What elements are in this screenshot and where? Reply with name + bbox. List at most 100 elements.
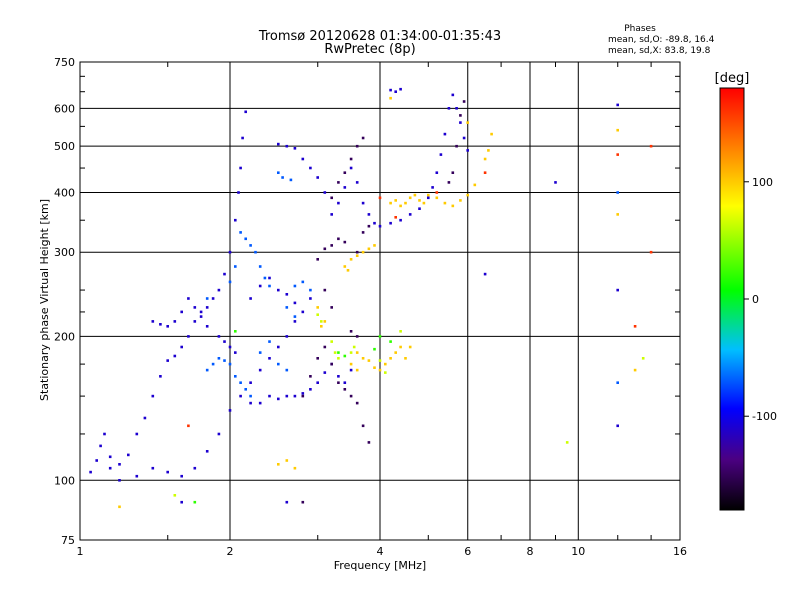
data-point [413,193,417,197]
data-point [254,250,257,254]
data-point [159,323,162,326]
data-point [439,153,443,156]
data-point [199,315,203,318]
data-point [435,191,439,194]
data-point [616,153,619,156]
colorbar-tick-label: 100 [752,176,773,189]
data-point [180,345,183,349]
data-point [228,409,232,412]
chart-title: Tromsø 20120628 01:34:00-01:35:43 [258,29,501,44]
y-axis-label: Stationary phase Virtual Height [km] [38,199,51,401]
data-point [89,470,92,474]
data-point [378,335,382,338]
data-point [316,357,319,360]
data-point [293,147,297,150]
data-point [389,96,392,100]
data-point [418,207,421,210]
data-point [199,310,203,314]
data-point [166,359,169,362]
data-point [159,375,162,378]
data-point [217,357,221,360]
data-point [649,250,653,254]
data-point [431,186,434,189]
data-point [466,149,469,152]
data-point [293,301,297,305]
data-point [633,368,637,372]
data-point [435,171,439,174]
data-point [330,362,333,366]
data-point [451,171,455,174]
data-point [143,416,147,420]
data-point [389,88,392,92]
data-point [301,280,305,284]
data-point [451,204,455,208]
y-tick-label: 200 [54,330,75,343]
data-point [268,357,271,360]
data-point [249,401,252,405]
data-point [103,432,106,436]
data-point [483,272,487,276]
data-point [228,345,232,349]
colorbar-tick-label: -100 [752,410,777,423]
data-point [277,362,280,366]
data-point [616,128,619,132]
data-point [443,201,447,205]
data-point [293,320,297,323]
data-point [399,345,402,349]
data-point [244,110,247,114]
data-point [151,320,155,323]
data-point [462,136,466,140]
data-point [337,201,340,205]
data-point [355,335,359,338]
data-point [108,466,112,470]
data-point [316,306,319,309]
y-axis-ticks: 75 100 200 300 400 500 600 750 [54,56,680,547]
data-point [394,199,397,202]
x-tick-label: 2 [227,545,234,558]
data-point [151,394,155,398]
data-point [399,87,402,91]
data-point [473,183,477,187]
data-point [343,186,347,189]
x-axis-ticks: 1 2 4 6 8 10 16 [77,62,687,558]
data-point [443,132,447,136]
data-point [435,196,439,200]
data-point [241,136,244,140]
data-point [320,320,323,323]
data-point [451,93,455,97]
data-point [408,345,412,349]
data-point [151,466,155,470]
data-point [367,247,371,251]
data-point [633,325,637,328]
data-point [223,340,226,343]
data-point [316,176,319,179]
phase-info-title: Phases [624,24,656,34]
data-point [355,254,359,257]
data-point [173,494,177,497]
data-point [616,288,619,292]
data-point [455,107,458,110]
data-point [355,368,359,372]
data-point [330,244,333,247]
data-point [394,90,397,93]
data-point [285,500,289,504]
x-tick-label: 16 [673,545,687,558]
data-point [337,351,340,354]
data-point [239,394,242,398]
data-point [249,244,252,247]
data-point [293,394,297,398]
data-point [361,250,365,254]
data-point [239,231,242,234]
data-point [205,306,209,309]
data-point [616,213,619,216]
data-point [249,297,252,300]
data-point [349,394,353,398]
data-point [193,500,197,504]
data-point [459,199,462,202]
data-point [349,258,353,261]
data-point [258,368,262,372]
data-point [277,142,280,146]
data-point [234,351,237,354]
data-point [361,201,365,205]
